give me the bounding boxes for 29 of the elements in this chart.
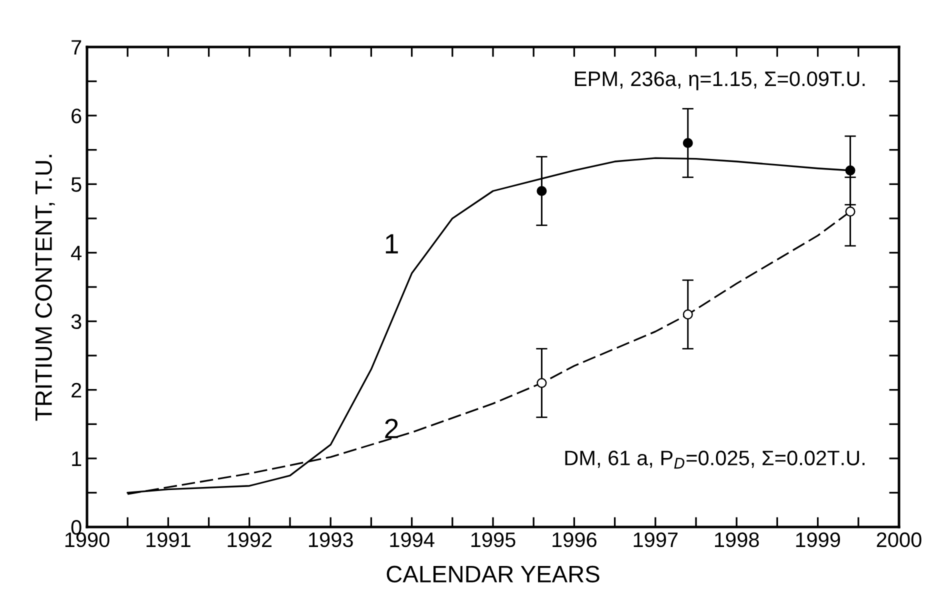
- y-tick-label: 7: [72, 40, 82, 55]
- point: [682, 138, 693, 148]
- point: [845, 206, 856, 217]
- x-tick-label: 1999: [796, 532, 840, 548]
- x-tick-label: 1997: [634, 532, 678, 548]
- annotation: EPM, 236a, η=1.15, Σ=0.09T.U.: [575, 71, 865, 90]
- x-tick-label: 1993: [309, 532, 353, 548]
- x-axis-title: CALENDAR YEARS: [386, 566, 600, 583]
- y-axis-title: TRITIUM CONTENT, T.U.: [35, 154, 55, 421]
- y-tick-label: 6: [72, 108, 82, 124]
- annotation: 2: [385, 418, 398, 438]
- x-tick-label: 1991: [146, 532, 190, 548]
- y-tick-label: 2: [72, 382, 82, 398]
- y-tick-label: 4: [71, 246, 82, 260]
- point: [536, 378, 547, 388]
- point: [845, 165, 856, 176]
- y-tick-label: 5: [71, 177, 82, 192]
- x-tick-label: 1996: [552, 532, 596, 548]
- point: [682, 309, 693, 320]
- point: [536, 186, 547, 196]
- annotation: DM, 61 a, P$_{D}$=0.025, Σ=0.02T.U.: [565, 450, 865, 469]
- x-tick-label: 1994: [390, 532, 434, 548]
- x-tick-label: 1998: [715, 532, 759, 548]
- x-tick-label: 1995: [471, 532, 516, 548]
- x-tick-label: 2000: [876, 532, 922, 548]
- y-tick-label: 3: [71, 314, 82, 330]
- x-tick-label: 1992: [228, 532, 272, 548]
- y-tick-label: 1: [72, 452, 82, 466]
- annotation: 1: [386, 234, 398, 254]
